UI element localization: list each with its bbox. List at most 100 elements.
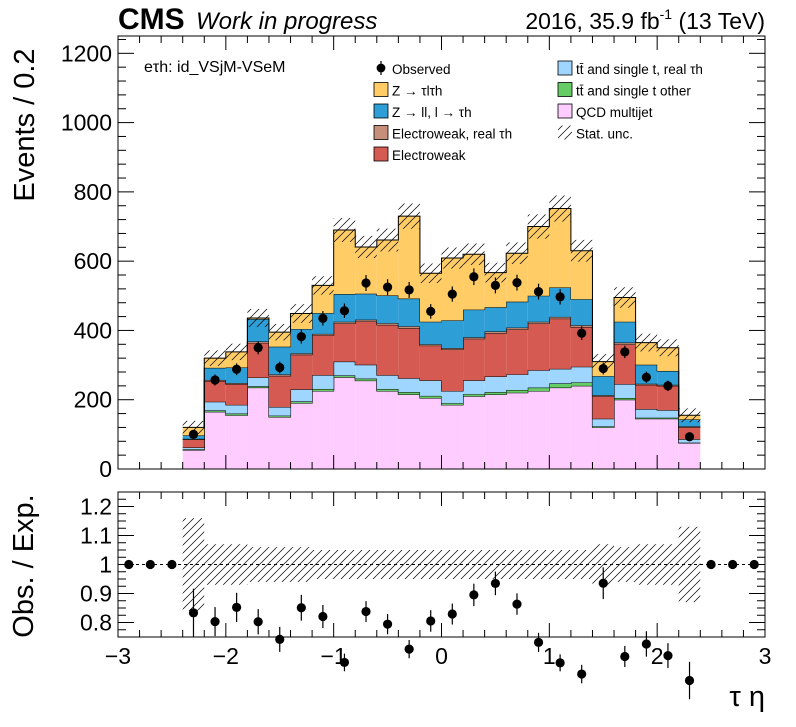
stat-unc-bin [679, 408, 701, 422]
y-tick-label: 600 [74, 248, 112, 274]
work-in-progress-label: Work in progress [196, 8, 377, 35]
ratio-point [167, 560, 176, 569]
ratio-point [534, 638, 543, 647]
bar-ewk [442, 349, 464, 391]
bar-ttbar_real [592, 419, 614, 427]
cms-label: CMS [118, 3, 185, 36]
ratio-y-tick-label: 1.2 [80, 494, 112, 520]
stat-unc-bin [549, 195, 571, 221]
stat-unc-bin [636, 334, 658, 352]
bar-qcd [291, 403, 313, 469]
y-tick-label: 1200 [61, 40, 112, 66]
bar-ttbar_real [420, 380, 442, 396]
ratio-point [706, 560, 715, 569]
y-tick-label: 800 [74, 179, 112, 205]
bar-qcd [377, 391, 399, 469]
ratio-point [728, 560, 737, 569]
stat-unc-bin [291, 304, 313, 323]
y-tick-label: 1000 [61, 110, 112, 136]
bar-ewk [312, 335, 334, 375]
legend-entry: tt̄ and single t other [558, 83, 691, 99]
bar-ewk [485, 333, 507, 376]
bar-ewk [398, 328, 420, 378]
observed-point [448, 289, 457, 298]
legend-label: Observed [392, 62, 451, 77]
legend-entry: Stat. unc. [558, 126, 633, 142]
observed-point [297, 332, 306, 341]
legend-swatch-ttbar_other [558, 83, 572, 97]
ratio-point [577, 669, 586, 678]
stat-unc-bin [420, 263, 442, 283]
bar-ttbar_other [528, 388, 550, 391]
y-tick-label: 0 [99, 456, 112, 482]
bar-qcd [528, 391, 550, 469]
stat-unc-bin [204, 350, 226, 366]
ratio-y-tick-label: 0.8 [80, 610, 112, 636]
x-tick-label: 3 [759, 643, 772, 669]
bar-ttbar_real [355, 365, 377, 379]
observed-point [642, 373, 651, 382]
observed-point [469, 272, 478, 281]
observed-point [254, 343, 263, 352]
bar-ttbar_real [398, 378, 420, 392]
legend-observed-marker [377, 64, 386, 73]
observed-point [405, 285, 414, 294]
ratio-point [297, 603, 306, 612]
ratio-y-tick-label: 0.9 [80, 581, 112, 607]
bar-ewk [226, 384, 248, 405]
ratio-point [599, 579, 608, 588]
bar-ttbar_real [312, 375, 334, 389]
bar-ewk [269, 376, 291, 407]
legend-swatch-ztt [374, 83, 388, 97]
observed-point [232, 365, 241, 374]
legend-swatch-ewk_real [374, 126, 388, 140]
bar-qcd [420, 398, 442, 469]
bar-ttbar_real [463, 380, 485, 394]
observed-point [556, 292, 565, 301]
bar-ewk [528, 324, 550, 371]
bar-qcd [614, 400, 636, 469]
x-tick-label: 1 [543, 643, 556, 669]
observed-point [491, 281, 500, 290]
bar-zll [571, 299, 593, 325]
bar-ewk [592, 396, 614, 419]
bar-qcd [485, 395, 507, 469]
ratio-point [512, 599, 521, 608]
bar-qcd [398, 395, 420, 469]
bar-qcd [592, 427, 614, 469]
legend-label: Z → τlτh [392, 84, 442, 99]
ratio-point [146, 560, 155, 569]
bar-ewk [463, 339, 485, 381]
ratio-point [275, 635, 284, 644]
bar-qcd [679, 443, 701, 469]
stat-unc-bin [377, 229, 399, 252]
observed-point [361, 278, 370, 287]
bar-qcd [247, 388, 269, 469]
stat-unc-bin [226, 344, 248, 360]
bar-ttbar_real [528, 370, 550, 387]
bar-ttbar_real [549, 369, 571, 384]
ratio-y-tick-label: 1 [99, 552, 112, 578]
bar-ewk [377, 325, 399, 375]
bar-ttbar_real [657, 410, 679, 418]
bar-ttbar_real [247, 378, 269, 387]
stat-unc-bin [442, 247, 464, 268]
bar-ewk [355, 321, 377, 364]
bar-ewk [549, 319, 571, 369]
bar-zll [485, 307, 507, 331]
bar-ttbar_real [291, 389, 313, 401]
bar-ttbar_real [204, 402, 226, 411]
x-tick-label: 0 [435, 643, 448, 669]
bar-qcd [312, 391, 334, 469]
bar-ttbar_real [506, 374, 528, 390]
luminosity-label: 2016, 35.9 fb-1 (13 TeV) [525, 6, 765, 34]
ratio-point [556, 658, 565, 667]
ratio-y-tick-label: 1.1 [80, 523, 112, 549]
observed-point [426, 307, 435, 316]
ratio-point [663, 651, 672, 660]
legend-entry: tt̄ and single t, real τh [558, 61, 703, 77]
bar-ttbar_real [269, 407, 291, 416]
bar-ttbar_real [377, 375, 399, 389]
bar-ewk [334, 324, 356, 362]
